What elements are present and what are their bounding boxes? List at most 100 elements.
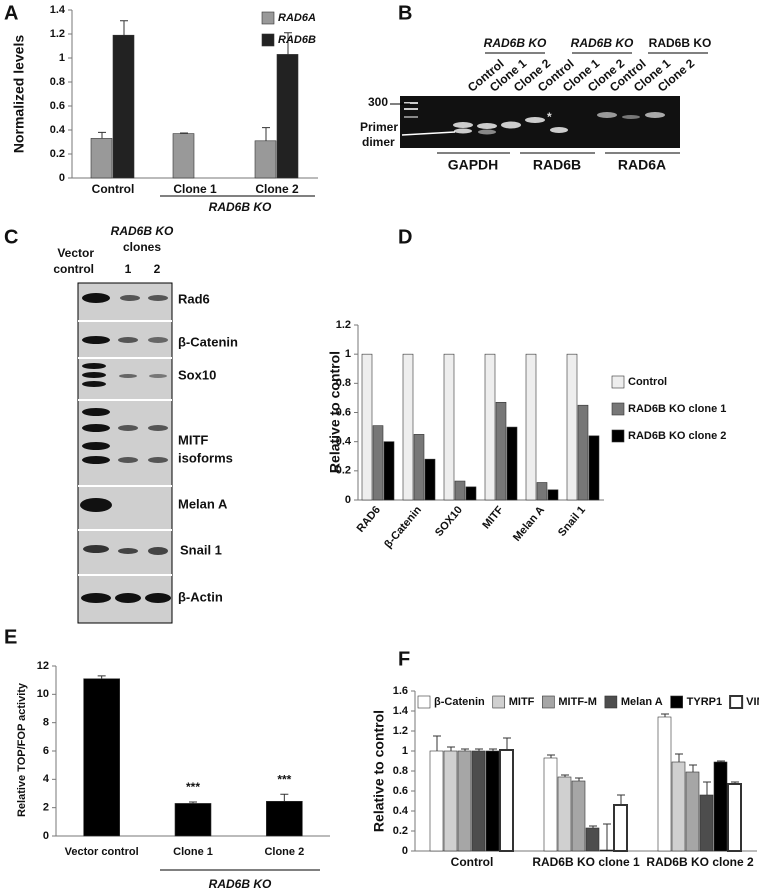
error-bar (589, 825, 597, 828)
x-tick-label: MITF (480, 504, 506, 532)
legend-label: MITF (509, 696, 535, 708)
legend-label: RAD6A (278, 12, 316, 24)
legend-label: Melan A (621, 696, 663, 708)
panel-label: E (4, 626, 17, 648)
panel-label: F (398, 648, 410, 670)
strip-dividers (78, 320, 172, 576)
bar (727, 783, 742, 852)
legend-label: VIM (746, 696, 759, 708)
primer-label: Primer (360, 120, 398, 134)
y-tick-label: 1.2 (336, 319, 351, 331)
y-tick-label: 8 (43, 717, 49, 729)
y-tick-label: 0.4 (336, 436, 352, 448)
blot: RAD6B KO clones Vector control 1 2 Rad6 … (53, 224, 238, 624)
bar (484, 353, 496, 501)
legend-label: MITF-M (558, 696, 596, 708)
x-tick-label: Clone 1 (173, 182, 217, 196)
x-tick-label: Melan A (511, 504, 547, 544)
bar (172, 133, 195, 179)
band-label: Rad6 (178, 291, 210, 306)
bar (471, 750, 486, 852)
y-tick-label: 0.8 (336, 377, 351, 389)
error-bar (703, 781, 711, 795)
band-label: MITF (178, 432, 208, 447)
error-bar (98, 131, 106, 139)
bar (83, 678, 120, 837)
legend-swatch (417, 695, 431, 709)
error-bar (461, 748, 469, 751)
panel-label: D (398, 226, 412, 248)
y-axis-label: Relative TOP/FOP activity (16, 682, 28, 817)
blot-lane: 2 (154, 262, 161, 276)
primer-label: dimer (362, 135, 395, 149)
bar (454, 480, 466, 501)
bar (465, 486, 477, 501)
bar (536, 482, 548, 501)
y-tick-label: 1 (59, 52, 65, 64)
bar (424, 458, 436, 501)
y-axis-label: Relative to control (371, 710, 387, 832)
bar (588, 435, 600, 501)
x-tick-label: Vector control (65, 846, 139, 858)
panel-label: C (4, 226, 18, 248)
error-bar (603, 823, 611, 850)
legend-label: RAD6B KO clone 1 (628, 403, 726, 415)
y-tick-label: 0 (345, 494, 351, 506)
bar (657, 716, 672, 852)
y-tick-label: 0.4 (393, 805, 409, 817)
y-tick-label: 4 (43, 773, 50, 785)
y-tick-label: 1 (402, 745, 408, 757)
error-bar (433, 735, 441, 751)
y-tick-label: 6 (43, 745, 49, 757)
y-tick-label: 0.6 (336, 406, 351, 418)
legend-label: TYRP1 (687, 696, 722, 708)
y-tick-label: 0 (59, 172, 65, 184)
error-bar (447, 746, 455, 751)
y-tick-label: 1 (345, 348, 351, 360)
error-bar (180, 132, 188, 134)
band-label: isoforms (178, 450, 233, 465)
error-bar (489, 748, 497, 751)
blot-lane: 1 (125, 262, 132, 276)
error-bar (97, 675, 106, 679)
bar (372, 425, 384, 501)
gene-label: RAD6B (533, 157, 581, 173)
blot-image (77, 282, 173, 624)
error-bar (280, 793, 289, 802)
band-label: β-Catenin (178, 334, 238, 349)
bar (495, 401, 507, 501)
panel-label: B (398, 2, 412, 24)
x-tick-label: RAD6B KO clone 2 (646, 855, 754, 869)
blot-bands (80, 293, 171, 603)
y-tick-label: 0.8 (50, 76, 65, 88)
error-bar (731, 781, 739, 784)
legend-swatch (492, 695, 506, 709)
x-tick-label: β-Catenin (382, 504, 424, 551)
y-tick-label: 0.6 (50, 100, 65, 112)
x-tick-label: RAD6 (355, 504, 383, 535)
significance: *** (186, 780, 200, 794)
bar (506, 426, 518, 501)
blot-lane: Vector (57, 246, 94, 260)
group-header: RAD6B KO (571, 36, 634, 50)
legend-label: Control (628, 376, 667, 388)
bar (566, 353, 578, 501)
size-marker: 300 (368, 95, 388, 109)
y-tick-label: 1.2 (393, 725, 408, 737)
group-label: RAD6B KO (209, 200, 272, 214)
bar (443, 750, 458, 852)
error-bar (120, 20, 128, 36)
y-tick-label: 0.8 (393, 765, 408, 777)
y-tick-label: 2 (43, 802, 49, 814)
y-tick-label: 0 (43, 830, 49, 842)
bar (571, 780, 586, 852)
blot-header: RAD6B KO (111, 224, 174, 238)
arrow (401, 131, 456, 136)
legend-swatch (729, 695, 744, 709)
gene-label: RAD6A (618, 157, 666, 173)
gel-bands (404, 102, 665, 135)
y-tick-label: 1.2 (50, 28, 65, 40)
x-tick-label: SOX10 (433, 504, 465, 539)
legend-swatch (542, 695, 555, 709)
